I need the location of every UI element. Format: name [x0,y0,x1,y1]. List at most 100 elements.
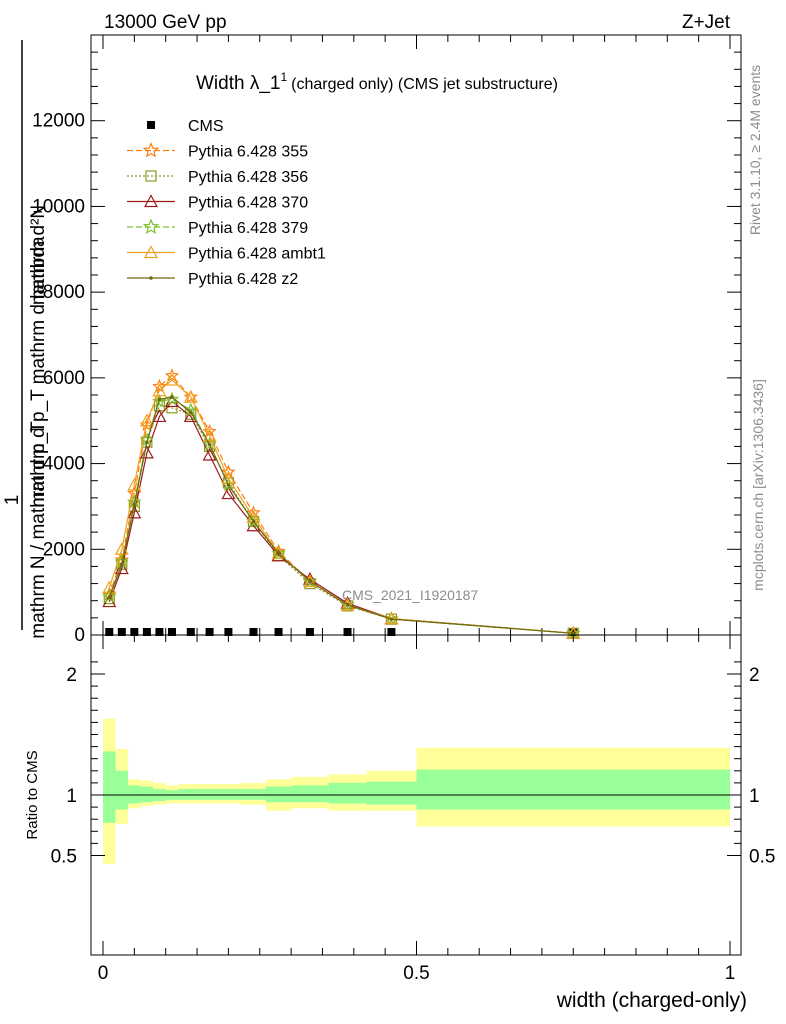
data-point-cms [155,628,164,636]
data-point-pythia-6-428-z2 [226,483,231,487]
legend: CMS Pythia 6.428 355 Pythia 6.428 356 Pythi… [127,118,326,288]
y-tick-label: 12000 [32,111,85,132]
data-point-pythia-6-428-ambt1 [271,546,286,560]
data-point-cms [130,628,139,636]
plot-title-suffix: (charged only) (CMS jet substructure) [291,76,558,93]
data-point-cms [167,628,176,636]
ratio-plot-panel: 0.5 0.5 1 1 2 2 0 0.5 1 [51,634,775,984]
data-point-pythia-6-428-ambt1 [164,372,179,386]
data-point-pythia-6-428-355 [183,389,199,404]
analysis-watermark: CMS_2021_I1920187 [342,587,478,603]
data-point-pythia-6-428-z2 [170,395,174,399]
data-point-pythia-6-428-z2 [308,579,312,584]
ratio-inner-band [240,788,267,800]
ratio-y-tick-label-left: 1 [66,786,77,807]
legend-marker-pythia-6-428-355 [142,141,160,158]
data-point-cms [205,628,214,636]
data-point-pythia-6-428-z2 [120,562,124,567]
data-point-pythia-6-428-355 [152,378,167,393]
y-tick-label: 0 [74,625,85,646]
ratio-y-tick-label-right: 0.5 [749,847,775,868]
data-point-pythia-6-428-z2 [188,410,193,414]
plot-title: Width λ_11 (charged only) (CMS jet substr… [196,70,558,94]
series-line-pythia-6-428-355 [108,374,574,634]
data-point-pythia-6-428-ambt1 [302,574,317,588]
y-label-one: 1 [2,495,23,506]
y-label-numerator: mathrm d²N [28,205,49,305]
ratio-inner-band [366,781,417,805]
plot-title-main: Width λ_1 [196,73,280,94]
legend-marker-pythia-6-428-379 [142,218,160,234]
ratio-inner-band [416,769,730,810]
y-tick-label: 4000 [43,454,85,475]
data-point-pythia-6-428-ambt1 [202,428,217,442]
data-point-pythia-6-428-z2 [276,551,281,556]
data-point-pythia-6-428-379 [340,597,355,612]
data-point-cms [249,628,258,636]
ratio-plot-ticks: 0.5 0.5 1 1 2 2 0 0.5 1 [51,635,775,984]
data-point-pythia-6-428-355 [164,368,180,382]
y-label-denominator: mathrm N / mathrm d p_T [28,421,49,639]
data-point-pythia-6-428-379 [302,573,318,588]
ratio-inner-band [115,770,129,810]
data-point-pythia-6-428-379 [271,546,286,560]
data-point-cms [343,628,352,636]
ratio-inner-band [103,751,116,823]
data-point-pythia-6-428-z2 [107,595,112,600]
data-point-pythia-6-428-370 [152,409,167,423]
data-point-cms [117,628,126,636]
legend-marker-pythia-6-428-z2 [149,276,153,280]
data-point-pythia-6-428-379 [152,393,167,408]
legend-marker-cms [147,121,155,129]
legend-label-pythia-6-428-355: Pythia 6.428 355 [188,144,308,161]
x-tick-label: 0.5 [403,963,429,984]
legend-label-pythia-6-428-379: Pythia 6.428 379 [188,220,308,237]
legend-label-pythia-6-428-370: Pythia 6.428 370 [188,195,308,212]
data-point-pythia-6-428-356 [103,592,115,605]
data-point-pythia-6-428-ambt1 [102,580,117,594]
x-axis-label: width (charged-only) [556,989,747,1012]
data-point-pythia-6-428-z2 [145,440,149,444]
legend-label-pythia-6-428-z2: Pythia 6.428 z2 [188,271,298,288]
legend-label-pythia-6-428-ambt1: Pythia 6.428 ambt1 [188,246,326,263]
data-point-pythia-6-428-370 [127,505,142,519]
header-process-label: Z+Jet [682,12,731,33]
ratio-inner-band [178,788,204,800]
data-point-pythia-6-428-370 [183,409,198,423]
data-point-pythia-6-428-z2 [207,442,212,447]
ratio-inner-band [266,786,292,803]
main-plot-series [102,368,581,640]
data-point-pythia-6-428-z2 [345,603,350,607]
mcplots-reference-label: mcplots.cern.ch [arXiv:1306.3436] [750,379,766,591]
y-tick-label: 8000 [43,282,85,303]
legend-marker-pythia-6-428-356 [145,170,157,182]
rivet-version-label: Rivet 3.1.10, ≥ 2.4M events [747,65,763,235]
data-point-pythia-6-428-355 [202,423,217,438]
data-point-pythia-6-428-370 [114,561,129,575]
ratio-inner-band [128,785,141,804]
legend-marker-pythia-6-428-370 [143,194,159,208]
data-point-pythia-6-428-370 [221,486,236,500]
ratio-inner-band [140,786,154,803]
data-point-cms [186,628,195,636]
y-label-numerator-differential: mathrm d p_T mathrm d lambda [28,236,49,507]
data-point-cms [105,628,114,636]
data-point-pythia-6-428-z2 [157,397,162,402]
data-point-pythia-6-428-ambt1 [127,477,142,491]
data-point-cms [387,628,396,636]
ratio-y-axis-label: Ratio to CMS [24,750,41,839]
y-tick-label: 2000 [43,539,85,560]
x-tick-label: 1 [725,963,736,984]
data-point-cms [142,628,151,636]
ratio-inner-band [203,788,241,800]
legend-marker-pythia-6-428-ambt1 [143,245,159,259]
data-point-pythia-6-428-z2 [389,617,394,621]
x-tick-label: 0 [98,963,109,984]
data-point-pythia-6-428-z2 [251,519,256,524]
ratio-y-tick-label-left: 2 [66,665,77,686]
data-point-cms [305,628,314,636]
ratio-inner-band [328,782,367,804]
ratio-y-tick-label-left: 0.5 [51,847,77,868]
data-point-pythia-6-428-z2 [571,631,576,636]
